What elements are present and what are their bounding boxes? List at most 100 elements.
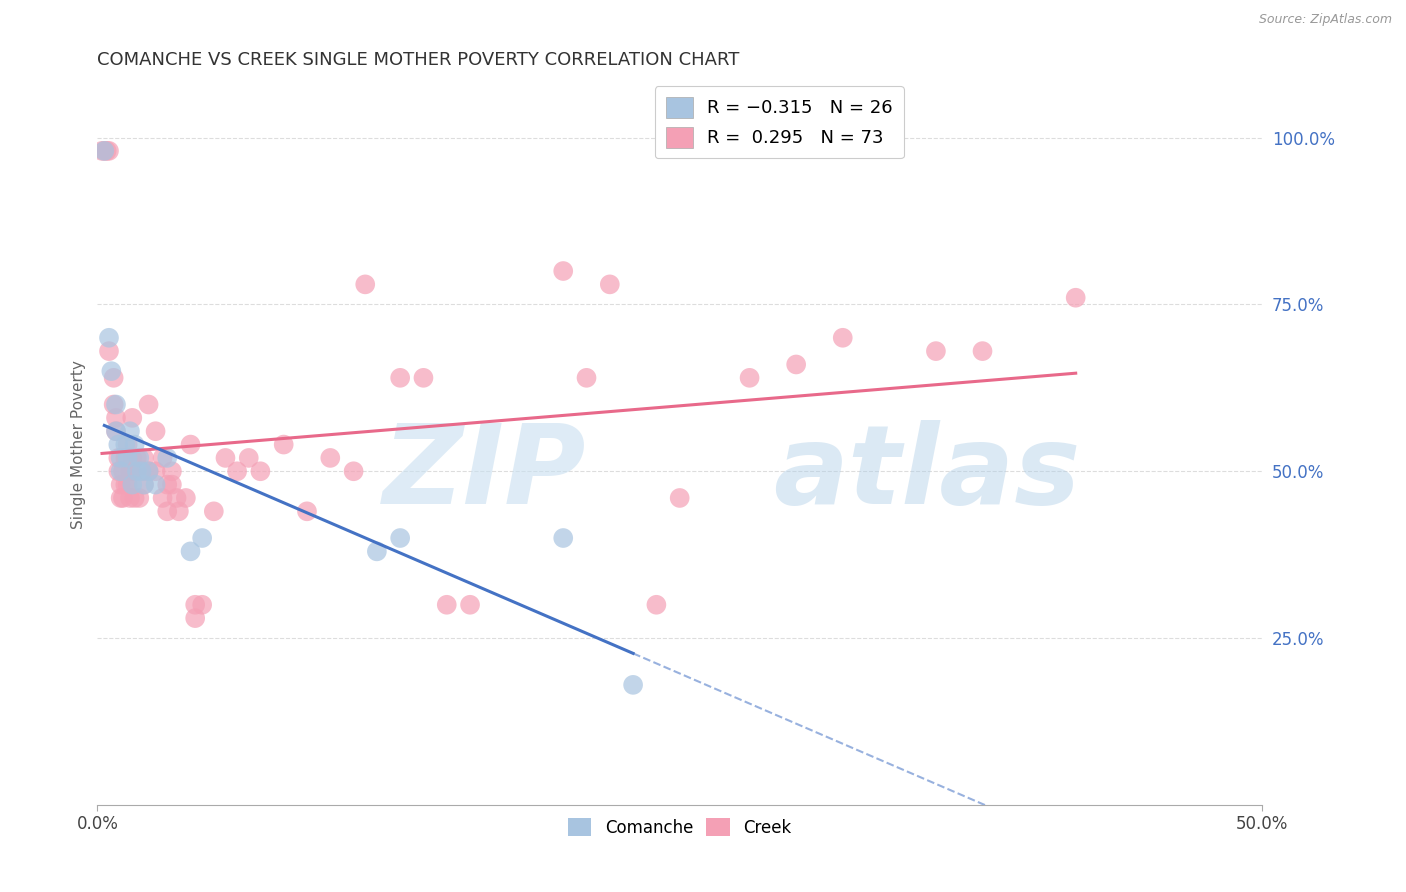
Point [152,491,174,505]
Point [131,464,153,478]
Point [553,264,575,278]
Point [132,477,155,491]
Point [621,678,644,692]
Point [104,397,127,411]
Point [152,450,174,465]
Point [117,450,139,465]
Point [645,598,668,612]
Point [114,437,136,451]
Point [114,477,136,491]
Point [342,464,364,478]
Text: ZIP: ZIP [382,420,586,527]
Point [132,450,155,465]
Point [103,397,125,411]
Point [110,491,132,505]
Text: COMANCHE VS CREEK SINGLE MOTHER POVERTY CORRELATION CHART: COMANCHE VS CREEK SINGLE MOTHER POVERTY … [97,51,740,69]
Point [668,491,690,505]
Point [124,437,146,451]
Point [103,371,125,385]
Point [184,598,207,612]
Point [125,450,148,465]
Point [249,464,271,478]
Point [738,371,761,385]
Point [104,424,127,438]
Point [319,450,342,465]
Point [226,464,249,478]
Point [110,450,132,465]
Point [295,504,318,518]
Point [132,477,155,491]
Point [160,464,183,478]
Point [972,344,994,359]
Point [174,491,197,505]
Point [354,277,377,292]
Point [180,437,202,451]
Point [831,331,853,345]
Point [553,531,575,545]
Point [436,598,458,612]
Point [107,437,129,451]
Point [100,364,122,378]
Text: Source: ZipAtlas.com: Source: ZipAtlas.com [1258,13,1392,27]
Point [575,371,598,385]
Point [124,491,146,505]
Point [191,598,214,612]
Point [118,464,141,478]
Point [785,358,807,372]
Point [238,450,260,465]
Point [156,450,179,465]
Point [114,450,136,465]
Point [180,544,202,558]
Point [104,424,127,438]
Point [389,371,412,385]
Point [117,477,139,491]
Point [273,437,295,451]
Point [599,277,621,292]
Point [131,464,153,478]
Point [98,344,121,359]
Point [366,544,388,558]
Point [111,464,134,478]
Point [107,450,129,465]
Text: atlas: atlas [773,420,1080,527]
Y-axis label: Single Mother Poverty: Single Mother Poverty [72,360,86,529]
Point [128,464,150,478]
Point [184,611,207,625]
Point [117,437,139,451]
Point [389,531,412,545]
Point [125,464,148,478]
Point [118,424,141,438]
Point [925,344,948,359]
Point [458,598,481,612]
Point [145,477,167,491]
Point [202,504,225,518]
Point [111,491,134,505]
Point [145,424,167,438]
Point [156,477,179,491]
Point [91,144,114,158]
Point [412,371,434,385]
Point [98,331,121,345]
Point [156,504,179,518]
Point [160,477,183,491]
Point [145,464,167,478]
Point [110,477,132,491]
Point [138,397,160,411]
Point [93,144,115,158]
Point [93,144,115,158]
Point [98,144,121,158]
Legend: Comanche, Creek: Comanche, Creek [561,812,799,844]
Point [1064,291,1087,305]
Point [104,410,127,425]
Point [124,464,146,478]
Point [167,504,190,518]
Point [214,450,236,465]
Point [121,410,143,425]
Point [166,491,188,505]
Point [138,464,160,478]
Point [121,450,143,465]
Point [128,450,150,465]
Point [118,491,141,505]
Point [107,464,129,478]
Point [110,464,132,478]
